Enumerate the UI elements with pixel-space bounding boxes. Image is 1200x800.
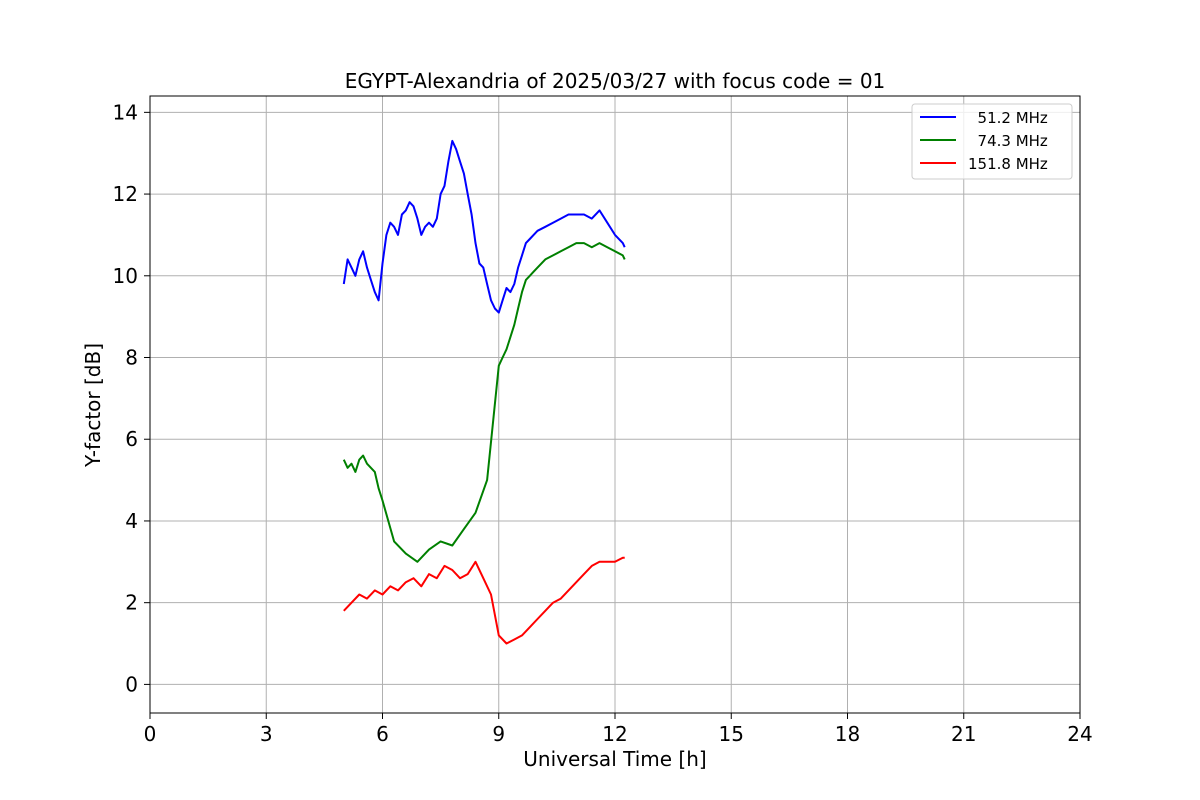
y-tick-label: 12 bbox=[113, 182, 138, 206]
y-tick-label: 0 bbox=[125, 672, 138, 696]
y-tick-label: 6 bbox=[125, 427, 138, 451]
series-line-0 bbox=[342, 139, 626, 314]
series-layer bbox=[342, 139, 626, 645]
chart-title: EGYPT-Alexandria of 2025/03/27 with focu… bbox=[345, 69, 886, 93]
legend: 51.2 MHz 74.3 MHz 151.8 MHz bbox=[911, 103, 1073, 180]
x-tick-label: 3 bbox=[260, 722, 273, 746]
legend-box bbox=[911, 103, 1073, 180]
y-tick-label: 14 bbox=[113, 100, 138, 124]
y-tick-label: 8 bbox=[125, 346, 138, 370]
y-tick-label: 4 bbox=[125, 509, 138, 533]
x-tick-label: 0 bbox=[144, 722, 157, 746]
series-line-1 bbox=[342, 242, 626, 563]
x-tick-label: 21 bbox=[951, 722, 976, 746]
legend-label-151: 151.8 MHz bbox=[968, 155, 1048, 173]
legend-label-74: 74.3 MHz bbox=[968, 132, 1048, 150]
y-axis-label: Y-factor [dB] bbox=[81, 343, 105, 468]
y-tick-label: 10 bbox=[113, 264, 138, 288]
x-tick-label: 12 bbox=[602, 722, 627, 746]
legend-label-51: 51.2 MHz bbox=[968, 109, 1048, 127]
series-line-2 bbox=[343, 556, 625, 645]
x-tick-label: 24 bbox=[1067, 722, 1092, 746]
y-tick-label: 2 bbox=[125, 591, 138, 615]
x-tick-label: 15 bbox=[719, 722, 744, 746]
x-tick-label: 18 bbox=[835, 722, 860, 746]
x-tick-label: 9 bbox=[492, 722, 505, 746]
x-axis-label: Universal Time [h] bbox=[523, 747, 706, 771]
x-tick-label: 6 bbox=[376, 722, 389, 746]
